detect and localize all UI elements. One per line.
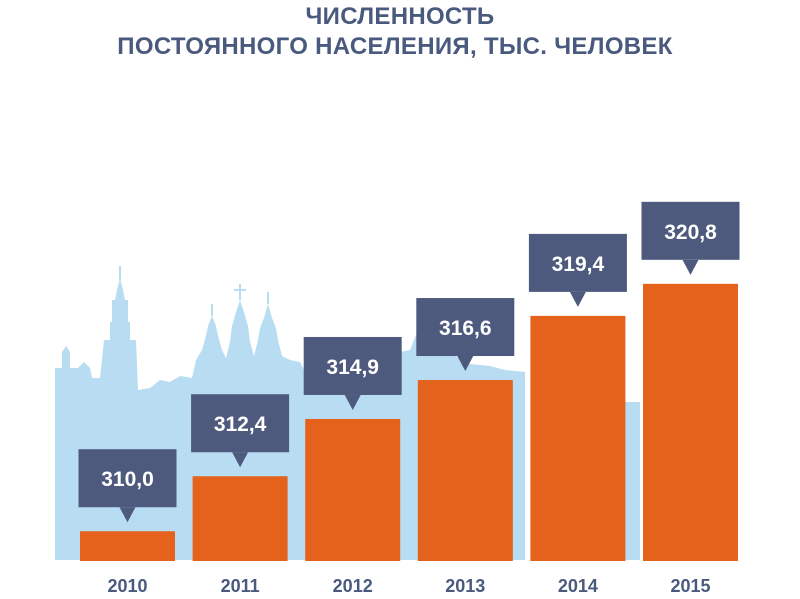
data-label-pointer <box>569 291 586 307</box>
data-label-box <box>641 201 740 260</box>
data-label-pointer <box>682 259 699 275</box>
bar-2012 <box>305 418 401 561</box>
data-label-text: 312,4 <box>214 413 267 436</box>
data-label-2015: 320,8 <box>641 201 740 275</box>
data-label-text: 319,4 <box>552 253 605 276</box>
data-label-pointer <box>119 507 136 523</box>
bar-2014 <box>530 315 626 561</box>
data-label-pointer <box>232 452 249 468</box>
data-label-box <box>303 336 402 395</box>
data-label-text: 314,9 <box>326 356 379 379</box>
data-label-box <box>78 449 177 508</box>
chart-title-line-1: ЧИСЛЕННОСТЬ <box>305 3 495 30</box>
x-tick-label-2013: 2013 <box>445 576 485 596</box>
data-label-2013: 316,6 <box>416 298 515 372</box>
data-label-pointer <box>457 356 474 372</box>
data-label-2010: 310,0 <box>78 449 177 523</box>
data-label-text: 320,8 <box>664 221 717 244</box>
data-label-text: 316,6 <box>439 317 492 340</box>
data-labels-group: 310,0 312,4 314,9 316,6 319,4 320,8 <box>78 201 740 523</box>
data-label-box <box>528 233 627 292</box>
bar-2013 <box>417 380 513 561</box>
data-label-box <box>191 394 290 453</box>
bar-2015 <box>643 283 738 561</box>
bars-group <box>80 283 738 561</box>
x-tick-label-2010: 2010 <box>107 576 147 596</box>
x-tick-label-2015: 2015 <box>670 576 710 596</box>
data-label-pointer <box>344 394 361 410</box>
bar-2010 <box>80 531 175 561</box>
x-tick-label-2014: 2014 <box>558 576 598 596</box>
data-label-2012: 314,9 <box>303 336 402 410</box>
chart-title-line-2: ПОСТОЯННОГО НАСЕЛЕНИЯ, ТЫС. ЧЕЛОВЕК <box>117 33 673 60</box>
x-tick-label-2012: 2012 <box>333 576 373 596</box>
data-label-2014: 319,4 <box>528 233 627 307</box>
data-label-box <box>416 298 515 357</box>
x-axis-ticks-group: 2010 2011 2012 2013 2014 2015 <box>107 576 710 596</box>
x-tick-label-2011: 2011 <box>221 576 260 596</box>
data-label-2011: 312,4 <box>191 394 290 468</box>
data-label-text: 310,0 <box>101 468 154 491</box>
chart-title: ЧИСЛЕННОСТЬ ПОСТОЯННОГО НАСЕЛЕНИЯ, ТЫС. … <box>0 2 800 62</box>
bar-2011 <box>192 476 288 561</box>
